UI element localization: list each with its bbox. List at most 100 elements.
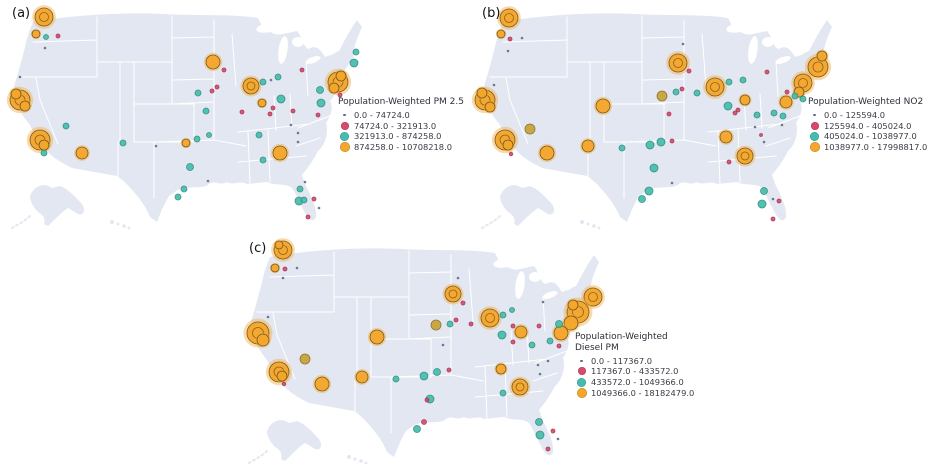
legend-items-no2: 0.0 - 125594.0 125594.0 - 405024.0 405024.… [808, 110, 936, 152]
bubble [10, 88, 22, 100]
bubble [753, 125, 757, 129]
bubble [546, 337, 554, 345]
legend-row: 405024.0 - 1038977.0 [808, 131, 936, 142]
us-map-c [243, 238, 605, 466]
bubble [476, 87, 488, 99]
bubble [18, 75, 22, 79]
bubble [446, 320, 454, 328]
map-panel-c: (c) Population-Weighted Diesel PM 0.0 - 1… [237, 235, 707, 470]
bubble [770, 109, 778, 117]
bubble [583, 287, 603, 307]
bubble [736, 147, 754, 165]
bubble [779, 112, 787, 120]
orange-marker-icon [575, 387, 588, 398]
legend-items-pm25: 0.0 - 74724.0 74724.0 - 321913.0 321913.0 … [338, 110, 470, 152]
bubble [193, 135, 201, 143]
legend-range-label: 1049366.0 - 18182479.0 [591, 387, 695, 398]
bubble [282, 266, 288, 272]
bubble [771, 197, 775, 201]
bubble [535, 430, 545, 440]
bubble [209, 88, 215, 94]
bubble [779, 95, 793, 109]
bubble [484, 101, 496, 113]
bubble [686, 68, 692, 74]
bubble [588, 292, 598, 302]
bubble [335, 70, 347, 82]
teal-marker-icon [808, 131, 821, 141]
bubble [55, 33, 61, 39]
bubble [618, 144, 626, 152]
bubble [739, 94, 751, 106]
bubble [276, 370, 288, 382]
legend-range-label: 321913.0 - 874258.0 [354, 131, 442, 142]
bubble [791, 92, 799, 100]
legend-range-label: 0.0 - 125594.0 [824, 110, 886, 121]
bubble [726, 159, 732, 165]
us-map-b [471, 6, 833, 231]
legend-diesel-pm: Population-Weighted Diesel PM 0.0 - 11736… [575, 332, 707, 398]
legend-row: 0.0 - 125594.0 [808, 110, 936, 121]
bubble [300, 196, 308, 204]
map-panel-a: (a) Population-Weighted PM 2.5 0.0 - 747… [0, 0, 470, 235]
legend-range-label: 74724.0 - 321913.0 [354, 120, 437, 131]
legend-title-line: Population-Weighted [575, 332, 668, 342]
bubble [816, 50, 828, 62]
bubble [267, 111, 273, 117]
dot-marker-icon [338, 113, 351, 117]
bubble [757, 199, 767, 209]
bubble [448, 289, 458, 299]
legend-range-label: 0.0 - 74724.0 [354, 110, 410, 121]
bubble [453, 317, 459, 323]
bubble [514, 325, 528, 339]
bubble [485, 313, 495, 323]
bubble [206, 179, 210, 183]
map-panel-b: (b) Population-Weighted NO2 0.0 - 125594… [470, 0, 936, 235]
bubble [299, 67, 305, 73]
bubble [725, 78, 733, 86]
bubble [180, 185, 188, 193]
bubble [274, 73, 282, 81]
bubble [369, 329, 385, 345]
bubble [539, 145, 555, 161]
bubble [62, 122, 70, 130]
dot-marker-icon [575, 359, 588, 363]
bubble [181, 138, 191, 148]
bubble [504, 13, 514, 23]
bubble [499, 311, 507, 319]
legend-range-label: 874258.0 - 10708218.0 [354, 141, 453, 152]
us-map-a [6, 5, 363, 231]
bubble [295, 266, 299, 270]
bubble [270, 263, 280, 273]
bubble [242, 77, 260, 95]
bubble [34, 7, 54, 27]
bubble [39, 12, 49, 22]
bubble [433, 368, 441, 376]
bubble [780, 123, 784, 127]
bubble [314, 376, 330, 392]
bubble [352, 48, 360, 56]
legend-range-label: 405024.0 - 1038977.0 [824, 131, 917, 142]
bubble [581, 139, 595, 153]
teal-marker-icon [575, 377, 588, 387]
bubble [595, 98, 611, 114]
bubble [546, 359, 550, 363]
bubble [38, 139, 50, 151]
bubble [119, 139, 127, 147]
bubble [545, 446, 551, 452]
bubble [328, 82, 340, 94]
bubble [456, 276, 460, 280]
bubble [567, 299, 579, 311]
bubble-layer-b [471, 6, 832, 222]
bubble [668, 53, 688, 73]
bubble [507, 36, 513, 42]
bubble [305, 214, 311, 220]
legend-range-label: 0.0 - 117367.0 [591, 355, 653, 366]
bubble [349, 58, 359, 68]
bubble [221, 67, 227, 73]
bubble [480, 308, 500, 328]
bubble [776, 198, 782, 204]
bubble [430, 319, 442, 331]
panel-label-a: (a) [12, 6, 31, 21]
legend-row: 0.0 - 74724.0 [338, 110, 470, 121]
bubble [497, 330, 507, 340]
